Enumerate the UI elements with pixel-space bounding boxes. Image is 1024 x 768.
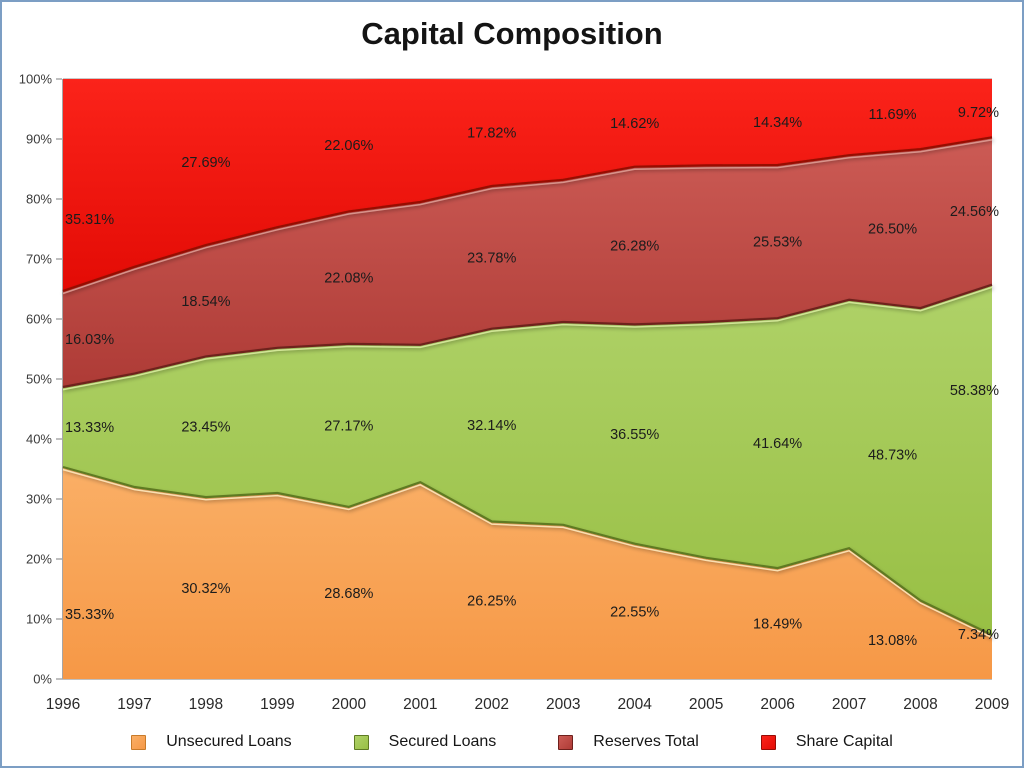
data-label-share-capital-2002: 17.82% [467, 126, 516, 142]
area-share-capital [63, 79, 992, 291]
legend-label-reserves-total: Reserves Total [593, 733, 699, 750]
y-tick-label: 20% [26, 552, 52, 567]
data-label-share-capital-1998: 27.69% [181, 155, 230, 171]
data-label-secured-loans-2006: 41.64% [753, 436, 802, 452]
area-reserves-total [63, 137, 992, 387]
area-secured-loans [63, 284, 992, 635]
legend-item-share-capital: Share Capital [760, 733, 893, 751]
data-label-share-capital-2004: 14.62% [610, 116, 659, 132]
data-label-secured-loans-1998: 23.45% [181, 420, 230, 436]
x-tick-label: 2001 [403, 696, 437, 713]
x-tick-label: 2003 [546, 696, 580, 713]
boundary-secured-loans-reserves-total [62, 283, 993, 389]
stacked-area-chart: 0% 10% 20% 30% 40% 50% 60% 70% 80% 90% 100% 1996 199… [19, 72, 1009, 714]
legend-item-reserves-total: Reserves Total [558, 733, 699, 751]
boundary-highlight-reserves-total [62, 139, 993, 295]
y-tick-label: 30% [26, 492, 52, 507]
x-tick-label: 2005 [689, 696, 723, 713]
data-label-secured-loans-2004: 36.55% [610, 427, 659, 443]
data-label-share-capital-2000: 22.06% [324, 138, 373, 154]
x-tick-label: 2009 [975, 696, 1009, 713]
data-label-unsecured-loans-2002: 26.25% [467, 593, 516, 609]
boundary-highlight-unsecured-loans [62, 468, 993, 639]
data-label-share-capital-2006: 14.34% [753, 115, 802, 131]
data-label-reserves-total-1996: 16.03% [65, 332, 114, 348]
area-unsecured-loans [63, 467, 992, 679]
y-tick-label: 60% [26, 312, 52, 327]
chart-title: Capital Composition [361, 16, 663, 51]
data-label-secured-loans-2009: 58.38% [950, 383, 999, 399]
y-tick-label: 50% [26, 372, 52, 387]
chart-legend: Unsecured Loans Secured Loans Reserves Tot… [2, 733, 1022, 751]
legend-swatch-secured-loans [353, 734, 369, 750]
data-label-share-capital-1996: 35.31% [65, 212, 114, 228]
data-label-unsecured-loans-2009: 7.34% [958, 627, 999, 643]
data-label-secured-loans-2000: 27.17% [324, 418, 373, 434]
data-label-share-capital-2009: 9.72% [958, 105, 999, 121]
legend-swatch-unsecured-loans [131, 734, 147, 750]
x-tick-label: 2002 [475, 696, 509, 713]
data-label-reserves-total-1998: 18.54% [181, 294, 230, 310]
legend-item-unsecured-loans: Unsecured Loans [131, 733, 292, 751]
data-label-reserves-total-2004: 26.28% [610, 239, 659, 255]
data-label-unsecured-loans-1998: 30.32% [181, 581, 230, 597]
data-label-unsecured-loans-2006: 18.49% [753, 617, 802, 633]
x-tick-label: 2006 [760, 696, 794, 713]
data-label-share-capital-2008: 11.69% [868, 107, 916, 123]
y-tick-label: 90% [26, 132, 52, 147]
x-tick-label: 2008 [903, 696, 937, 713]
legend-label-share-capital: Share Capital [795, 733, 893, 750]
legend-swatch-share-capital [760, 734, 776, 750]
data-label-reserves-total-2000: 22.08% [324, 271, 373, 287]
x-tick-label: 2000 [332, 696, 367, 713]
data-label-secured-loans-2002: 32.14% [467, 418, 516, 434]
y-tick-label: 80% [26, 192, 52, 207]
x-tick-label: 1996 [46, 696, 80, 713]
legend-label-unsecured-loans: Unsecured Loans [166, 733, 292, 750]
data-label-unsecured-loans-2008: 13.08% [868, 633, 917, 649]
data-label-reserves-total-2002: 23.78% [467, 250, 516, 266]
y-tick-label: 0% [33, 672, 52, 687]
data-label-secured-loans-2008: 48.73% [868, 447, 917, 463]
data-label-reserves-total-2009: 24.56% [950, 204, 999, 220]
legend-label-secured-loans: Secured Loans [388, 733, 497, 750]
legend-item-secured-loans: Secured Loans [353, 733, 497, 751]
y-tick-label: 40% [26, 432, 52, 447]
boundary-unsecured-loans-secured-loans [62, 465, 993, 636]
boundary-reserves-total-share-capital [62, 136, 993, 292]
data-label-secured-loans-1996: 13.33% [65, 420, 114, 436]
y-tick-label: 10% [26, 612, 52, 627]
y-tick-label: 100% [19, 72, 53, 87]
data-label-unsecured-loans-2004: 22.55% [610, 604, 659, 620]
x-tick-label: 1997 [117, 696, 151, 713]
data-label-reserves-total-2008: 26.50% [868, 222, 917, 238]
data-label-reserves-total-2006: 25.53% [753, 235, 802, 251]
x-tick-label: 2007 [832, 696, 866, 713]
data-label-unsecured-loans-2000: 28.68% [324, 586, 373, 602]
data-label-unsecured-loans-1996: 35.33% [65, 607, 114, 623]
legend-swatch-reserves-total [558, 734, 574, 750]
x-tick-label: 1998 [189, 696, 223, 713]
y-tick-label: 70% [26, 252, 52, 267]
boundary-highlight-secured-loans [62, 286, 993, 391]
x-tick-label: 1999 [260, 696, 294, 713]
x-tick-label: 2004 [617, 696, 652, 713]
